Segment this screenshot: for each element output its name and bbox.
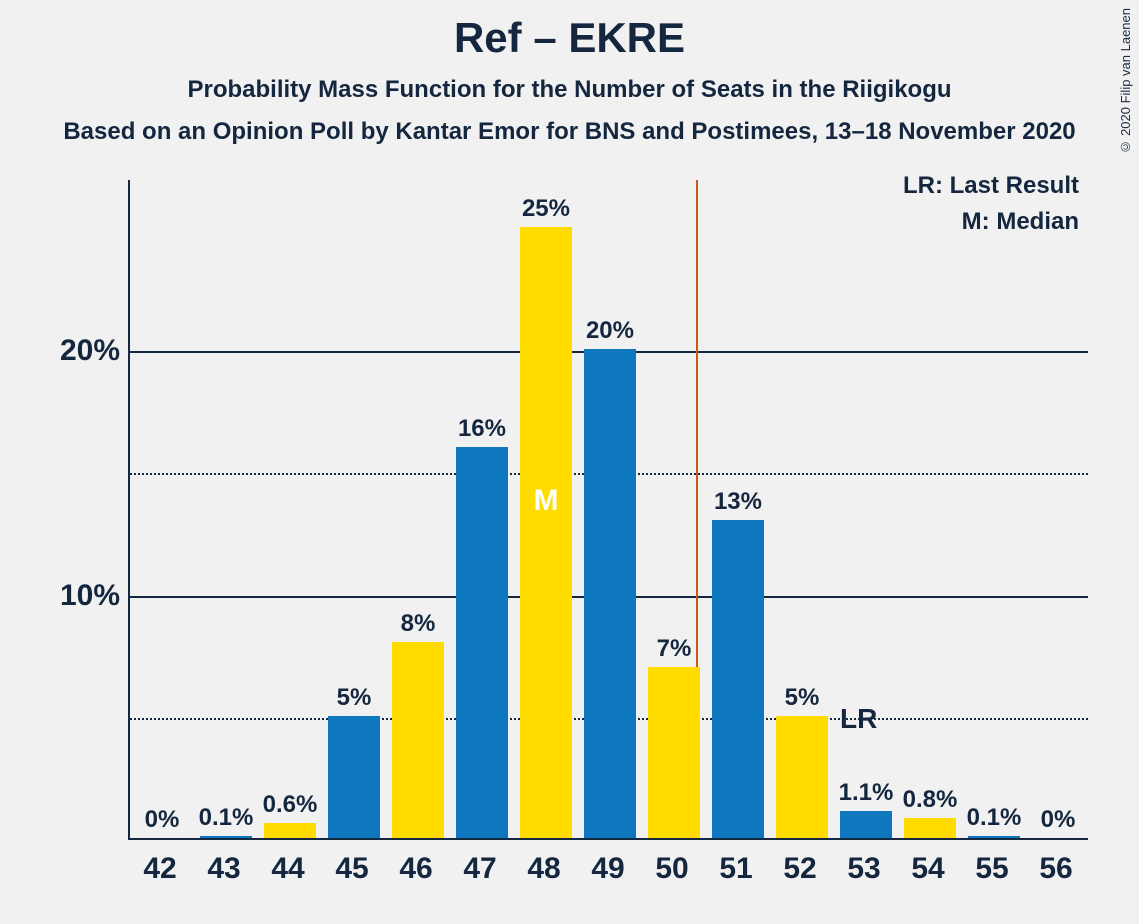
x-tick-label: 49 xyxy=(591,852,624,886)
bar: 0.1% xyxy=(200,836,251,838)
x-tick-label: 45 xyxy=(335,852,368,886)
bar-value-label: 8% xyxy=(401,610,436,638)
bar-value-label: 0% xyxy=(145,806,180,834)
bar-value-label: 1.1% xyxy=(839,779,894,807)
bar-value-label: 5% xyxy=(337,684,372,712)
x-axis: 42 43 44 45 46 47 48 49 50 51 52 53 54 55 56 xyxy=(128,848,1088,888)
x-tick-label: 55 xyxy=(975,852,1008,886)
bar: 13% xyxy=(712,520,763,838)
chart-titles: Ref – EKRE Probability Mass Function for… xyxy=(0,0,1139,146)
bar-value-label: 16% xyxy=(458,415,506,443)
median-marker: M xyxy=(533,484,558,518)
bar: 0.8% xyxy=(904,818,955,838)
bar: 8% xyxy=(392,642,443,838)
copyright-text: © 2020 Filip van Laenen xyxy=(1118,8,1133,155)
x-tick-label: 43 xyxy=(207,852,240,886)
x-tick-label: 52 xyxy=(783,852,816,886)
x-tick-label: 47 xyxy=(463,852,496,886)
chart-source: Based on an Opinion Poll by Kantar Emor … xyxy=(0,118,1139,146)
bar-value-label: 25% xyxy=(522,195,570,223)
bar: 16% xyxy=(456,447,507,838)
bar-value-label: 5% xyxy=(785,684,820,712)
x-tick-label: 46 xyxy=(399,852,432,886)
chart-subtitle: Probability Mass Function for the Number… xyxy=(0,76,1139,104)
x-tick-label: 42 xyxy=(143,852,176,886)
bar-value-label: 0.1% xyxy=(967,804,1022,832)
y-axis: 10% 20% xyxy=(48,180,128,840)
x-tick-label: 44 xyxy=(271,852,304,886)
bar-value-label: 13% xyxy=(714,488,762,516)
chart-title: Ref – EKRE xyxy=(0,14,1139,62)
bar: 1.1% xyxy=(840,811,891,838)
lr-label: LR xyxy=(840,703,877,735)
y-tick-label: 10% xyxy=(48,579,120,613)
x-tick-label: 48 xyxy=(527,852,560,886)
bar-value-label: 7% xyxy=(657,635,692,663)
bar: 7% xyxy=(648,667,699,838)
x-tick-label: 53 xyxy=(847,852,880,886)
x-tick-label: 56 xyxy=(1039,852,1072,886)
bar: 5% xyxy=(776,716,827,838)
bar-value-label: 0.1% xyxy=(199,804,254,832)
bar-value-label: 0% xyxy=(1041,806,1076,834)
bar: 20% xyxy=(584,349,635,838)
bar: 25%M xyxy=(520,227,571,838)
plot-area: 10%20% 0%0.1%0.6%5%8%16%25%M20%7%13%5%1.… xyxy=(48,180,1108,880)
plot: 0%0.1%0.6%5%8%16%25%M20%7%13%5%1.1%0.8%0… xyxy=(128,180,1088,840)
x-tick-label: 50 xyxy=(655,852,688,886)
bar: 0.1% xyxy=(968,836,1019,838)
bar-value-label: 20% xyxy=(586,317,634,345)
bar: 5% xyxy=(328,716,379,838)
x-tick-label: 54 xyxy=(911,852,944,886)
y-tick-label: 20% xyxy=(48,334,120,368)
bar: 0.6% xyxy=(264,823,315,838)
bar-value-label: 0.8% xyxy=(903,786,958,814)
x-tick-label: 51 xyxy=(719,852,752,886)
bar-value-label: 0.6% xyxy=(263,791,318,819)
